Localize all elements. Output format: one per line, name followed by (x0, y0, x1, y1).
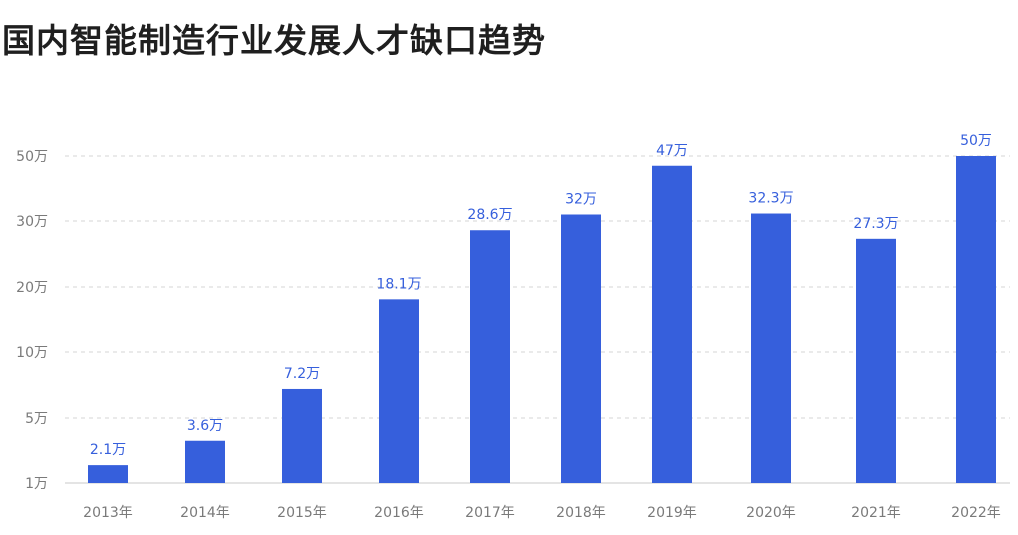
data-label: 47万 (656, 143, 688, 159)
y-tick-label: 10万 (16, 345, 48, 361)
bar-2017年 (470, 230, 510, 483)
data-label: 7.2万 (284, 366, 320, 382)
bar-2016年 (379, 299, 419, 483)
bar-2019年 (652, 165, 692, 483)
bar-2015年 (282, 388, 322, 483)
data-label: 3.6万 (187, 418, 223, 434)
bar-2021年 (856, 238, 896, 483)
bar-2014年 (185, 440, 225, 483)
x-tick-label: 2013年 (83, 505, 133, 521)
bar-2022年 (956, 156, 996, 483)
data-label: 27.3万 (853, 216, 898, 232)
y-tick-label: 30万 (16, 214, 48, 230)
bar-2020年 (751, 213, 791, 483)
axes: 1万 5万 10万 20万 30万 50万 2013年 2014年 2015年 2016年 2017… (16, 149, 1010, 521)
x-tick-label: 2015年 (277, 505, 327, 521)
bar-2013年 (88, 465, 128, 483)
x-tick-label: 2018年 (556, 505, 606, 521)
x-tick-label: 2022年 (951, 505, 1001, 521)
data-label: 28.6万 (467, 207, 512, 223)
bars (88, 156, 996, 483)
data-labels: 2.1万 3.6万 7.2万 18.1万 28.6万 32万 47万 32.3万 27.3万 50… (90, 133, 992, 458)
y-tick-label: 50万 (16, 149, 48, 165)
x-tick-label: 2020年 (746, 505, 796, 521)
data-label: 18.1万 (376, 276, 421, 292)
x-tick-label: 2019年 (647, 505, 697, 521)
data-label: 2.1万 (90, 442, 126, 458)
x-tick-label: 2016年 (374, 505, 424, 521)
y-tick-label: 20万 (16, 280, 48, 296)
x-tick-label: 2017年 (465, 505, 515, 521)
grid-lines (65, 155, 1010, 419)
y-tick-label: 5万 (25, 411, 48, 427)
y-tick-label: 1万 (25, 476, 48, 492)
x-tick-label: 2014年 (180, 505, 230, 521)
x-tick-label: 2021年 (851, 505, 901, 521)
data-label: 32万 (565, 192, 597, 208)
data-label: 32.3万 (748, 191, 793, 207)
data-label: 50万 (960, 133, 992, 149)
bar-2018年 (561, 214, 601, 483)
chart-title: 国内智能制造行业发展人才缺口趋势 (2, 21, 546, 60)
